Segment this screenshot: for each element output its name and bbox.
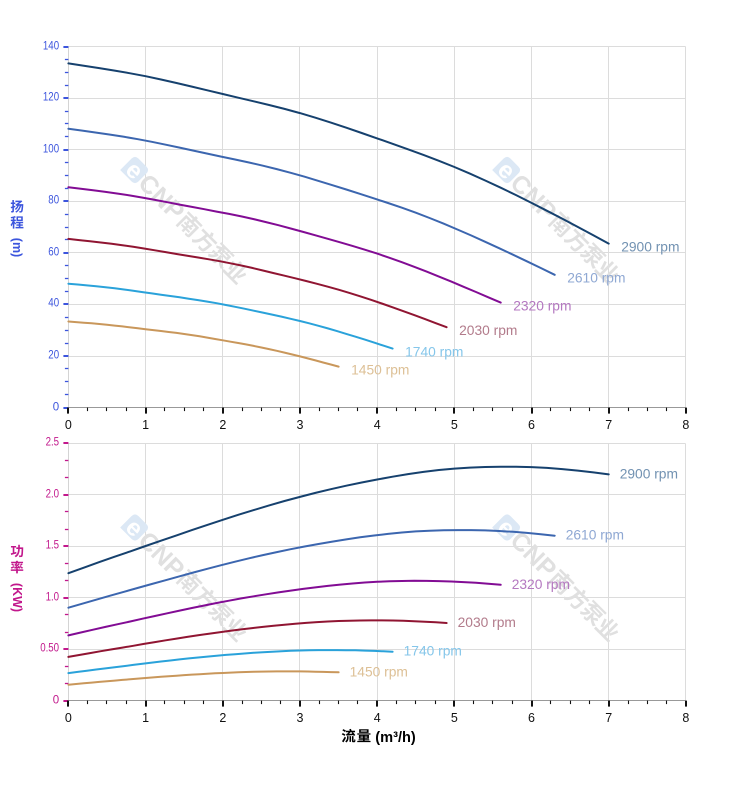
svg-text:5: 5: [451, 418, 458, 432]
svg-text:2030 rpm: 2030 rpm: [458, 615, 516, 630]
svg-text:2610 rpm: 2610 rpm: [567, 271, 625, 286]
svg-text:7: 7: [605, 418, 612, 432]
svg-text:5: 5: [451, 711, 458, 725]
svg-text:6: 6: [528, 711, 535, 725]
svg-text:4: 4: [374, 711, 381, 725]
svg-text:1740 rpm: 1740 rpm: [405, 344, 463, 359]
svg-text:8: 8: [682, 711, 689, 725]
svg-text:3: 3: [297, 711, 304, 725]
svg-text:6: 6: [528, 418, 535, 432]
svg-text:3: 3: [297, 418, 304, 432]
svg-text:120: 120: [43, 92, 59, 104]
svg-text:2320 rpm: 2320 rpm: [512, 577, 570, 592]
svg-text:2610 rpm: 2610 rpm: [566, 528, 624, 543]
svg-text:1.5: 1.5: [46, 540, 60, 552]
svg-text:0: 0: [65, 418, 72, 432]
svg-text:20: 20: [48, 350, 59, 362]
svg-text:4: 4: [374, 418, 381, 432]
svg-text:2.0: 2.0: [46, 489, 60, 501]
svg-text:0: 0: [65, 711, 72, 725]
svg-text:(m³/h): (m³/h): [375, 729, 416, 746]
svg-text:1740 rpm: 1740 rpm: [404, 644, 462, 659]
svg-text:2.5: 2.5: [46, 437, 60, 449]
svg-text:100: 100: [43, 144, 59, 156]
svg-text:2030 rpm: 2030 rpm: [459, 323, 517, 338]
svg-text:0: 0: [53, 695, 59, 707]
svg-text:(m): (m): [10, 238, 24, 257]
svg-text:0.50: 0.50: [40, 643, 59, 655]
svg-text:140: 140: [43, 41, 59, 53]
svg-text:1450 rpm: 1450 rpm: [350, 664, 408, 679]
svg-text:7: 7: [605, 711, 612, 725]
svg-text:40: 40: [48, 298, 59, 310]
svg-text:1450 rpm: 1450 rpm: [351, 362, 409, 377]
svg-text:2900 rpm: 2900 rpm: [620, 466, 678, 481]
svg-text:2: 2: [219, 418, 226, 432]
svg-text:2: 2: [219, 711, 226, 725]
svg-text:60: 60: [48, 247, 59, 259]
svg-text:0: 0: [53, 402, 59, 414]
svg-text:2320 rpm: 2320 rpm: [513, 298, 571, 313]
svg-text:8: 8: [682, 418, 689, 432]
svg-text:1: 1: [142, 418, 149, 432]
svg-text:80: 80: [48, 195, 59, 207]
svg-text:1: 1: [142, 711, 149, 725]
svg-text:(KW): (KW): [10, 583, 24, 612]
svg-text:1.0: 1.0: [46, 592, 60, 604]
svg-text:2900 rpm: 2900 rpm: [621, 239, 679, 254]
